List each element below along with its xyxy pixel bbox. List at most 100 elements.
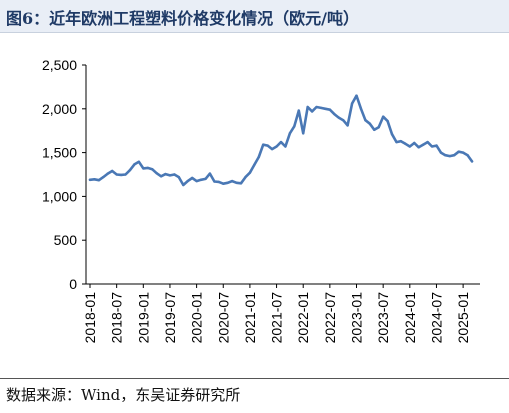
x-tick-label: 2021-07 bbox=[269, 292, 285, 344]
data-point bbox=[115, 173, 118, 176]
data-point bbox=[182, 183, 185, 187]
data-point bbox=[137, 160, 141, 163]
data-point bbox=[262, 143, 265, 146]
data-point bbox=[128, 168, 132, 172]
data-point bbox=[146, 166, 149, 170]
data-point bbox=[257, 155, 260, 159]
data-point bbox=[350, 102, 354, 105]
data-point bbox=[142, 167, 145, 170]
x-tick-label: 2023-07 bbox=[375, 292, 391, 344]
price-series-line bbox=[88, 94, 474, 187]
data-point bbox=[373, 128, 376, 132]
data-point bbox=[399, 140, 403, 143]
data-point bbox=[390, 133, 394, 136]
data-point bbox=[426, 140, 429, 144]
data-point bbox=[217, 180, 221, 184]
x-tick-label: 2022-01 bbox=[295, 292, 311, 344]
data-point bbox=[395, 140, 398, 144]
data-point bbox=[381, 115, 385, 118]
y-tick-label: 500 bbox=[54, 232, 78, 248]
data-point bbox=[159, 175, 163, 178]
x-tick-label: 2024-01 bbox=[402, 292, 418, 344]
x-tick-label: 2018-07 bbox=[109, 292, 125, 344]
data-point bbox=[408, 145, 412, 148]
data-point bbox=[93, 178, 96, 181]
data-point bbox=[102, 175, 105, 179]
data-point bbox=[346, 124, 349, 127]
data-point bbox=[253, 163, 256, 167]
data-point bbox=[204, 177, 207, 181]
data-point bbox=[368, 122, 372, 125]
data-point bbox=[439, 151, 443, 154]
data-point bbox=[133, 163, 136, 166]
data-point bbox=[466, 154, 469, 157]
data-point bbox=[302, 132, 305, 135]
data-point bbox=[306, 105, 309, 109]
data-point bbox=[315, 105, 318, 109]
data-point bbox=[164, 172, 167, 176]
x-tick-label: 2019-07 bbox=[162, 292, 178, 344]
data-point bbox=[430, 145, 434, 148]
data-point bbox=[417, 146, 420, 149]
y-axis-ticks: 0 500 1,000 1,500 2,000 2,500 bbox=[42, 57, 86, 292]
data-point bbox=[266, 144, 269, 147]
data-point bbox=[155, 171, 158, 175]
y-tick-label: 2,500 bbox=[42, 57, 77, 73]
data-point bbox=[106, 172, 109, 175]
data-point bbox=[337, 116, 340, 119]
x-tick-label: 2020-01 bbox=[189, 292, 205, 344]
title-band bbox=[0, 0, 509, 33]
data-point bbox=[293, 125, 296, 128]
data-point bbox=[168, 174, 172, 177]
data-point bbox=[226, 181, 229, 185]
data-point bbox=[470, 160, 474, 163]
data-point bbox=[341, 118, 345, 122]
data-point bbox=[279, 140, 283, 144]
data-point bbox=[88, 178, 92, 181]
x-tick-label: 2024-07 bbox=[428, 292, 444, 344]
data-point bbox=[208, 172, 212, 175]
y-tick-label: 2,000 bbox=[42, 101, 77, 117]
data-point bbox=[284, 145, 287, 148]
data-point bbox=[222, 182, 225, 185]
data-point bbox=[421, 143, 425, 146]
source-divider bbox=[0, 378, 509, 379]
data-point bbox=[111, 169, 114, 173]
data-point bbox=[328, 108, 332, 111]
x-tick-label: 2025-01 bbox=[455, 292, 471, 344]
data-point bbox=[124, 173, 127, 176]
x-tick-label: 2018-01 bbox=[82, 292, 98, 344]
y-tick-label: 1,000 bbox=[42, 188, 77, 204]
data-point bbox=[190, 176, 194, 180]
data-point bbox=[186, 179, 189, 183]
data-point bbox=[413, 141, 416, 145]
data-point bbox=[448, 154, 451, 158]
x-tick-label: 2021-01 bbox=[242, 292, 258, 344]
x-tick-label: 2020-07 bbox=[215, 292, 231, 344]
data-point bbox=[239, 182, 243, 185]
x-tick-label: 2019-01 bbox=[135, 292, 151, 344]
data-point bbox=[244, 175, 247, 179]
data-point bbox=[177, 175, 181, 179]
data-point bbox=[359, 107, 363, 111]
data-point bbox=[364, 118, 367, 122]
source-note: 数据来源：Wind，东吴证券研究所 bbox=[6, 386, 241, 404]
data-point bbox=[195, 179, 198, 183]
data-point bbox=[119, 173, 123, 177]
data-point bbox=[173, 173, 176, 176]
data-point bbox=[297, 109, 300, 112]
data-point bbox=[97, 178, 101, 182]
data-point bbox=[461, 151, 465, 154]
data-point bbox=[235, 181, 238, 185]
data-point bbox=[435, 144, 438, 147]
data-point bbox=[457, 150, 460, 153]
data-point bbox=[199, 178, 203, 181]
x-tick-label: 2022-07 bbox=[322, 292, 338, 344]
x-axis-ticks: 2018-01 2018-07 2019-01 2019-07 2020-01 2020-… bbox=[82, 284, 471, 343]
data-point bbox=[333, 112, 336, 116]
chart-title: 图6：近年欧洲工程塑料价格变化情况（欧元/吨） bbox=[6, 9, 359, 28]
data-point bbox=[377, 125, 380, 129]
data-point bbox=[453, 154, 456, 157]
x-tick-label: 2023-01 bbox=[349, 292, 365, 344]
